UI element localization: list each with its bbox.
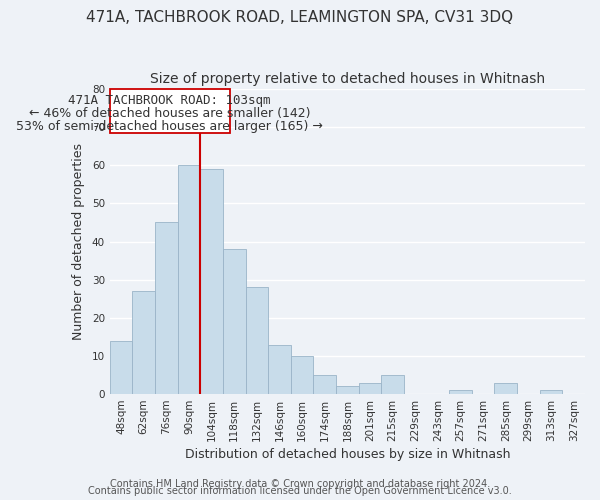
- Bar: [291, 356, 313, 394]
- Bar: [178, 166, 200, 394]
- Bar: [268, 344, 291, 394]
- FancyBboxPatch shape: [110, 89, 230, 133]
- Bar: [223, 249, 245, 394]
- Bar: [313, 375, 336, 394]
- Bar: [449, 390, 472, 394]
- Y-axis label: Number of detached properties: Number of detached properties: [72, 143, 85, 340]
- Title: Size of property relative to detached houses in Whitnash: Size of property relative to detached ho…: [150, 72, 545, 86]
- Text: ← 46% of detached houses are smaller (142): ← 46% of detached houses are smaller (14…: [29, 106, 310, 120]
- Bar: [133, 291, 155, 394]
- Bar: [245, 288, 268, 394]
- X-axis label: Distribution of detached houses by size in Whitnash: Distribution of detached houses by size …: [185, 448, 510, 461]
- Text: 471A, TACHBROOK ROAD, LEAMINGTON SPA, CV31 3DQ: 471A, TACHBROOK ROAD, LEAMINGTON SPA, CV…: [86, 10, 514, 25]
- Bar: [155, 222, 178, 394]
- Bar: [359, 382, 382, 394]
- Text: 53% of semi-detached houses are larger (165) →: 53% of semi-detached houses are larger (…: [16, 120, 323, 132]
- Text: Contains public sector information licensed under the Open Government Licence v3: Contains public sector information licen…: [88, 486, 512, 496]
- Text: Contains HM Land Registry data © Crown copyright and database right 2024.: Contains HM Land Registry data © Crown c…: [110, 479, 490, 489]
- Bar: [200, 169, 223, 394]
- Bar: [540, 390, 562, 394]
- Bar: [336, 386, 359, 394]
- Bar: [382, 375, 404, 394]
- Text: 471A TACHBROOK ROAD: 103sqm: 471A TACHBROOK ROAD: 103sqm: [68, 94, 271, 107]
- Bar: [494, 382, 517, 394]
- Bar: [110, 340, 133, 394]
